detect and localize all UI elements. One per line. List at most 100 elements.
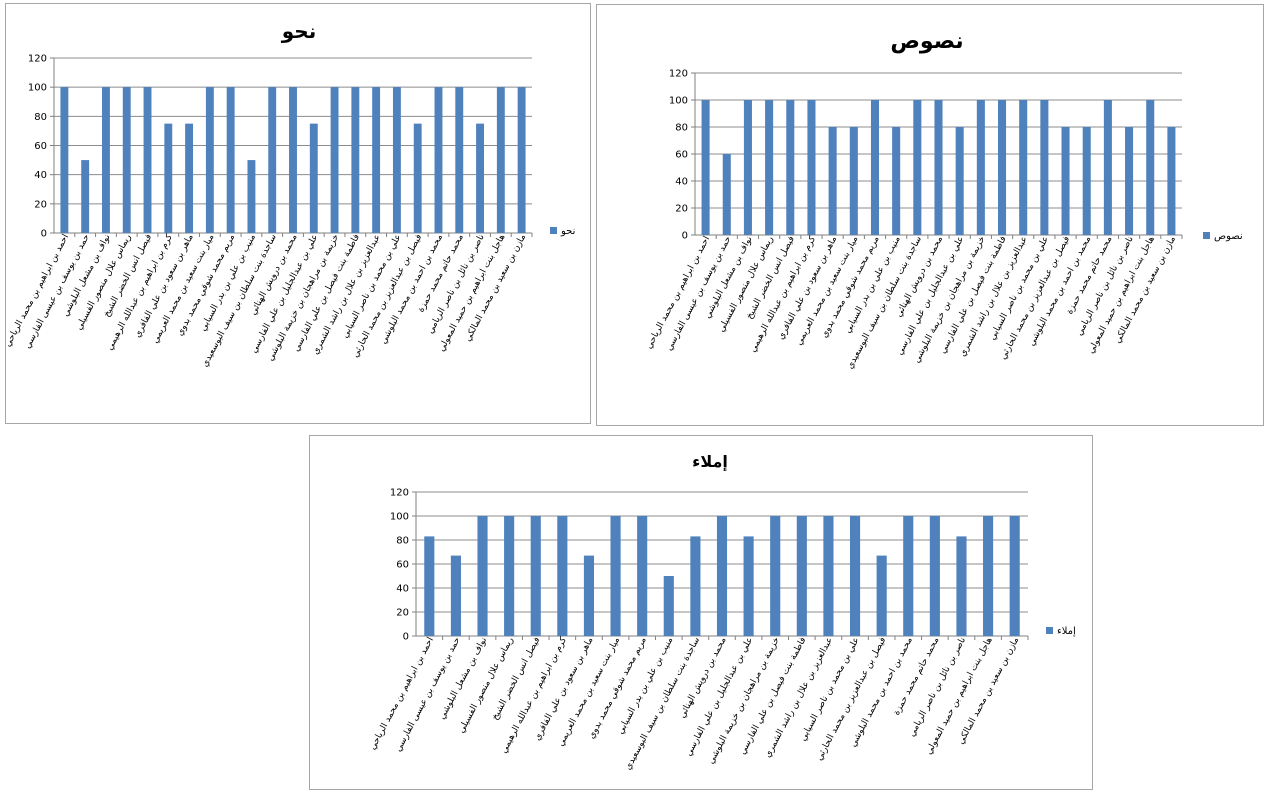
x-category-label: نواف بن مشعل البلوشي xyxy=(437,636,489,722)
chart-title: نحو xyxy=(281,19,316,43)
chart-panel-imla: إملاء 0 20 40 60 80 100 120 احمد بن ابراهيم بن م… xyxy=(309,435,1093,790)
y-tick-label: 0 xyxy=(403,632,409,643)
bar xyxy=(716,516,728,636)
bar xyxy=(976,100,985,235)
bar xyxy=(807,100,816,235)
bar xyxy=(610,516,621,636)
bar xyxy=(530,516,541,636)
y-tick-label: 80 xyxy=(675,123,688,134)
legend-swatch xyxy=(550,227,557,234)
y-tick-label: 60 xyxy=(34,141,47,152)
bar xyxy=(450,555,461,636)
bar xyxy=(247,160,256,233)
bar xyxy=(60,87,69,234)
bar xyxy=(770,516,781,636)
y-tick-label: 120 xyxy=(28,54,47,65)
bar xyxy=(81,160,90,233)
bar xyxy=(413,123,422,233)
x-category-label: فيصل انس الخضر الشيخ xyxy=(490,636,542,722)
bar xyxy=(929,516,940,636)
bar xyxy=(477,516,488,636)
y-tick-label: 80 xyxy=(396,536,409,547)
y-tick-label: 20 xyxy=(34,199,47,210)
legend-label: نحو xyxy=(560,226,575,237)
bar xyxy=(983,516,994,636)
bar xyxy=(903,516,914,636)
bar xyxy=(870,100,880,235)
y-tick-label: 40 xyxy=(34,170,47,181)
bar xyxy=(496,87,505,234)
bar xyxy=(1082,127,1091,235)
bar xyxy=(1103,100,1112,235)
bar xyxy=(786,100,795,235)
legend-label: إملاء xyxy=(1057,626,1076,637)
bar xyxy=(557,516,568,636)
bar xyxy=(663,576,674,636)
bar xyxy=(722,154,731,235)
bar xyxy=(205,87,214,234)
bar xyxy=(330,87,339,234)
bar xyxy=(424,536,435,636)
bar xyxy=(955,127,964,235)
bar xyxy=(849,127,858,235)
bar xyxy=(876,555,887,636)
bar xyxy=(434,87,443,234)
bar xyxy=(743,100,752,235)
chart-title: نصوص xyxy=(890,29,963,54)
bar xyxy=(1167,127,1176,235)
y-tick-label: 120 xyxy=(390,488,409,499)
bar xyxy=(289,87,297,234)
bar xyxy=(1061,127,1070,235)
bar xyxy=(934,100,943,235)
legend-swatch xyxy=(1203,232,1210,239)
bar xyxy=(637,516,648,636)
bar xyxy=(455,87,464,234)
bar xyxy=(392,87,401,234)
bar xyxy=(504,516,515,636)
y-tick-label: 100 xyxy=(669,96,688,107)
chart-title: إملاء xyxy=(692,452,728,471)
bar xyxy=(1146,100,1155,235)
bar xyxy=(997,100,1007,235)
y-tick-label: 20 xyxy=(675,204,688,215)
bar xyxy=(372,87,381,234)
y-tick-label: 20 xyxy=(396,608,409,619)
bar xyxy=(796,516,807,636)
legend-label: نصوص xyxy=(1214,231,1243,242)
bar xyxy=(583,555,595,636)
bar xyxy=(226,87,235,234)
bar xyxy=(517,87,526,234)
bar xyxy=(1040,100,1049,235)
bar xyxy=(1009,516,1020,636)
y-tick-label: 0 xyxy=(682,231,688,242)
y-tick-label: 120 xyxy=(669,69,688,80)
bar xyxy=(164,123,173,233)
bar xyxy=(1125,127,1134,235)
y-tick-label: 60 xyxy=(675,150,688,161)
y-tick-label: 0 xyxy=(41,229,47,240)
bar xyxy=(143,87,152,234)
y-tick-label: 80 xyxy=(34,112,47,123)
bar xyxy=(701,100,710,235)
bar xyxy=(309,123,318,233)
bar xyxy=(351,87,360,234)
y-tick-label: 40 xyxy=(675,177,688,188)
bar xyxy=(185,123,194,233)
bar xyxy=(849,516,861,636)
bar xyxy=(823,516,834,636)
y-tick-label: 60 xyxy=(396,560,409,571)
bar xyxy=(743,536,754,636)
bar xyxy=(765,100,774,235)
y-tick-label: 40 xyxy=(396,584,409,595)
bar xyxy=(102,87,110,234)
chart-panel-nusus: نصوص 0 20 40 60 80 100 120 احمد بن ابراهيم بن مح… xyxy=(596,4,1264,426)
chart-panel-nahw: نحو 0 20 40 60 80 100 120 احمد بن ابراهيم بن محم… xyxy=(5,3,591,424)
bar xyxy=(476,123,484,233)
bar xyxy=(892,127,901,235)
bar xyxy=(268,87,277,234)
y-tick-label: 100 xyxy=(390,512,409,523)
bar xyxy=(1019,100,1028,235)
bar xyxy=(956,536,967,636)
